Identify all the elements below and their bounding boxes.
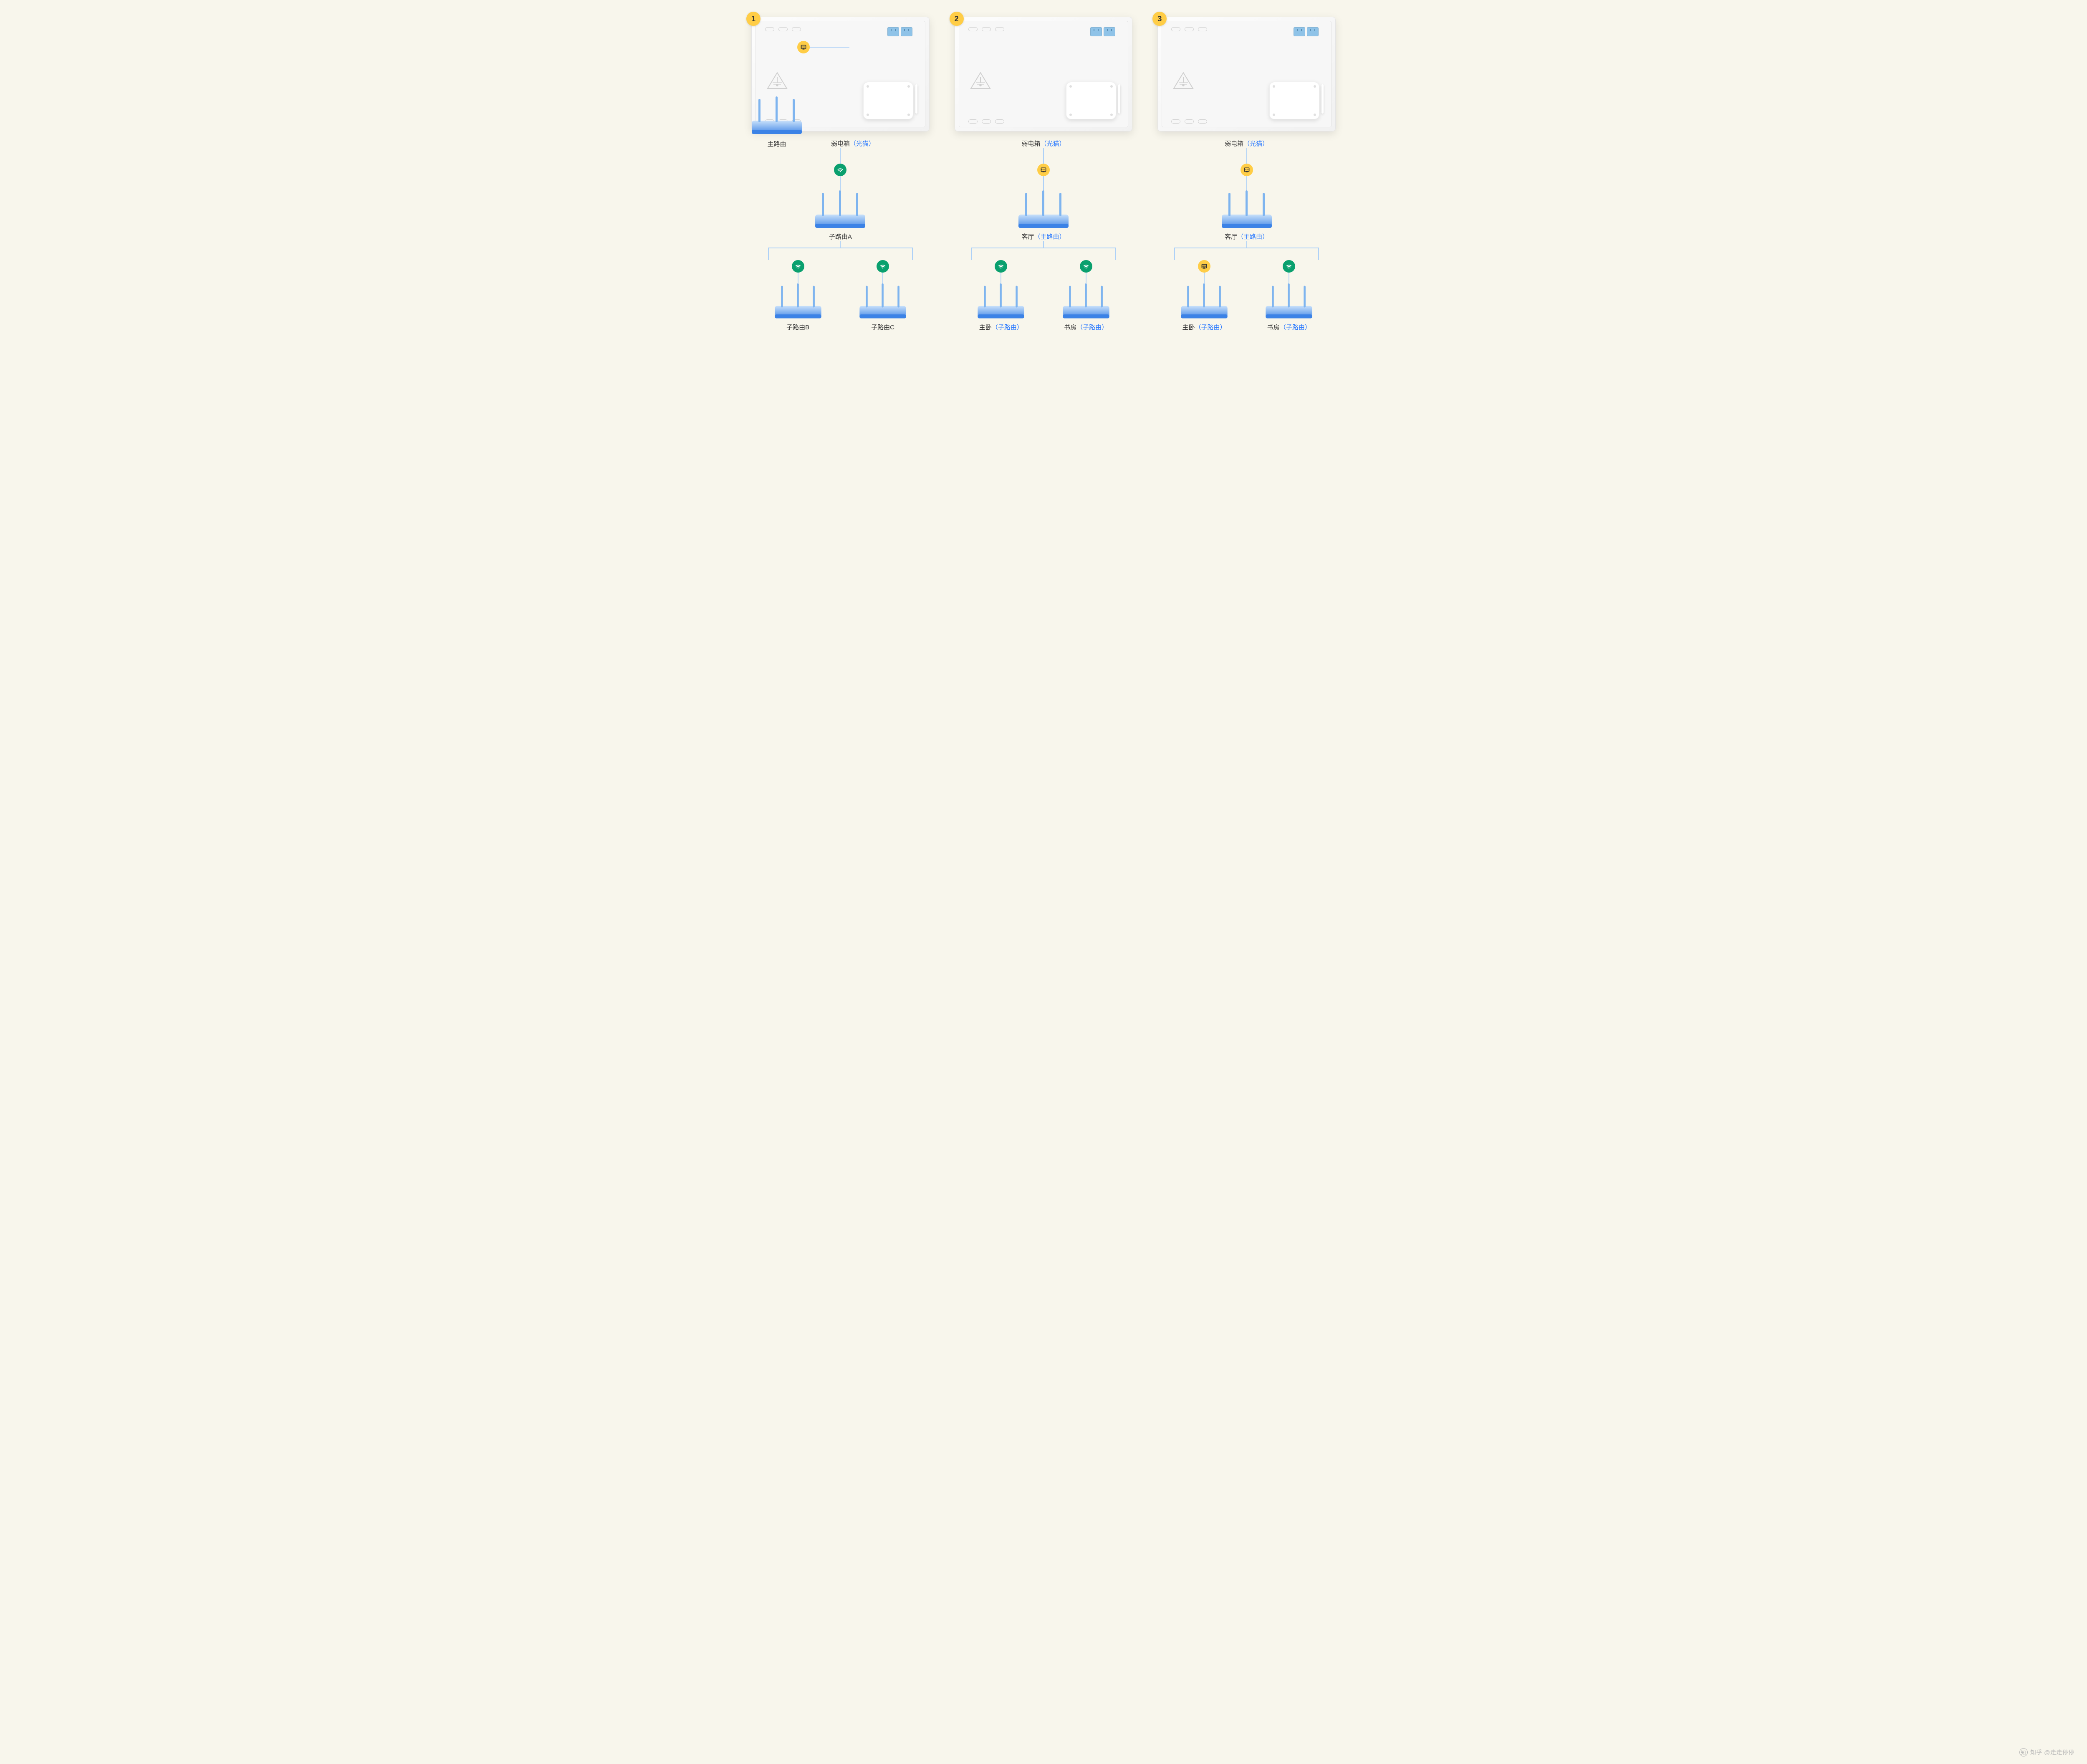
middle-router: 客厅（主路由） <box>1157 190 1336 241</box>
weak-current-box <box>1157 17 1336 131</box>
wifi-node-icon <box>995 260 1007 273</box>
optical-modem <box>863 82 913 119</box>
wifi-node-icon <box>877 260 889 273</box>
topology-column-2: 2 弱电箱（光猫） <box>955 17 1133 331</box>
connector-line <box>840 148 841 164</box>
connector-line <box>1043 148 1044 164</box>
leaf-right-label: 书房（子路由） <box>1064 323 1108 331</box>
leaf-left: 主卧（子路由） <box>959 260 1044 331</box>
router-icon <box>1262 283 1316 319</box>
router-icon <box>1014 190 1073 229</box>
router-icon <box>1218 190 1276 229</box>
warning-icon <box>766 71 788 90</box>
middle-router-label: 客厅（主路由） <box>1225 232 1268 241</box>
topology-column-1: 1 主路由 <box>751 17 930 331</box>
leaf-left-label: 主卧（子路由） <box>979 323 1023 331</box>
wifi-node-icon <box>1080 260 1092 273</box>
power-sockets <box>1294 27 1319 36</box>
leaf-left-label: 主卧（子路由） <box>1182 323 1226 331</box>
connector-line <box>1246 148 1247 164</box>
connector-line <box>1043 176 1044 190</box>
leaf-right: 书房（子路由） <box>1247 260 1332 331</box>
leaf-left: 子路由B <box>755 260 840 331</box>
leaf-left: 主卧（子路由） <box>1162 260 1246 331</box>
router-icon <box>856 283 910 319</box>
watermark-text: 知乎 @走走停停 <box>2030 1748 2074 1756</box>
optical-modem <box>1269 82 1319 119</box>
leaf-right: 子路由C <box>840 260 925 331</box>
router-icon <box>748 96 806 135</box>
middle-router-label: 客厅（主路由） <box>1021 232 1065 241</box>
optical-modem <box>1066 82 1116 119</box>
fork-connector <box>1174 241 1319 260</box>
router-icon <box>811 190 869 229</box>
router-icon <box>1059 283 1113 319</box>
panel-router-label: 主路由 <box>741 139 812 148</box>
leaf-left-label: 子路由B <box>786 323 809 331</box>
lan-link-line <box>803 47 849 48</box>
middle-router: 子路由A <box>751 190 930 241</box>
leaf-right-label: 书房（子路由） <box>1267 323 1311 331</box>
weak-current-box <box>955 17 1133 131</box>
wifi-node-icon <box>792 260 804 273</box>
connector-line <box>1204 273 1205 283</box>
zhihu-icon: 知 <box>2019 1748 2028 1756</box>
fork-connector <box>971 241 1116 260</box>
watermark: 知 知乎 @走走停停 <box>2019 1748 2074 1756</box>
lan-node-icon <box>1241 164 1253 176</box>
leaf-right: 书房（子路由） <box>1044 260 1128 331</box>
leaf-right-label: 子路由C <box>871 323 894 331</box>
connector-line <box>1246 176 1247 190</box>
lan-node-icon <box>1037 164 1050 176</box>
wifi-node-icon <box>1283 260 1295 273</box>
router-icon <box>974 283 1028 319</box>
power-sockets <box>1090 27 1115 36</box>
middle-router-label: 子路由A <box>829 232 852 241</box>
lan-node-icon <box>797 41 810 53</box>
column-badge: 2 <box>950 12 964 26</box>
warning-icon <box>969 71 992 90</box>
panel-label: 弱电箱（光猫） <box>1157 131 1336 148</box>
panel-main-router: 主路由 <box>741 96 812 135</box>
fork-connector <box>768 241 913 260</box>
power-sockets <box>887 27 912 36</box>
router-icon <box>1177 283 1231 319</box>
connector-line <box>882 273 883 283</box>
column-badge: 1 <box>746 12 761 26</box>
router-icon <box>771 283 825 319</box>
panel-label: 弱电箱（光猫） <box>955 131 1133 148</box>
lan-node-icon <box>1198 260 1210 273</box>
weak-current-box: 主路由 <box>751 17 930 131</box>
middle-router: 客厅（主路由） <box>955 190 1133 241</box>
warning-icon <box>1172 71 1195 90</box>
wifi-node-icon <box>834 164 846 176</box>
topology-column-3: 3 弱电箱（光猫） <box>1157 17 1336 331</box>
connector-line <box>840 176 841 190</box>
